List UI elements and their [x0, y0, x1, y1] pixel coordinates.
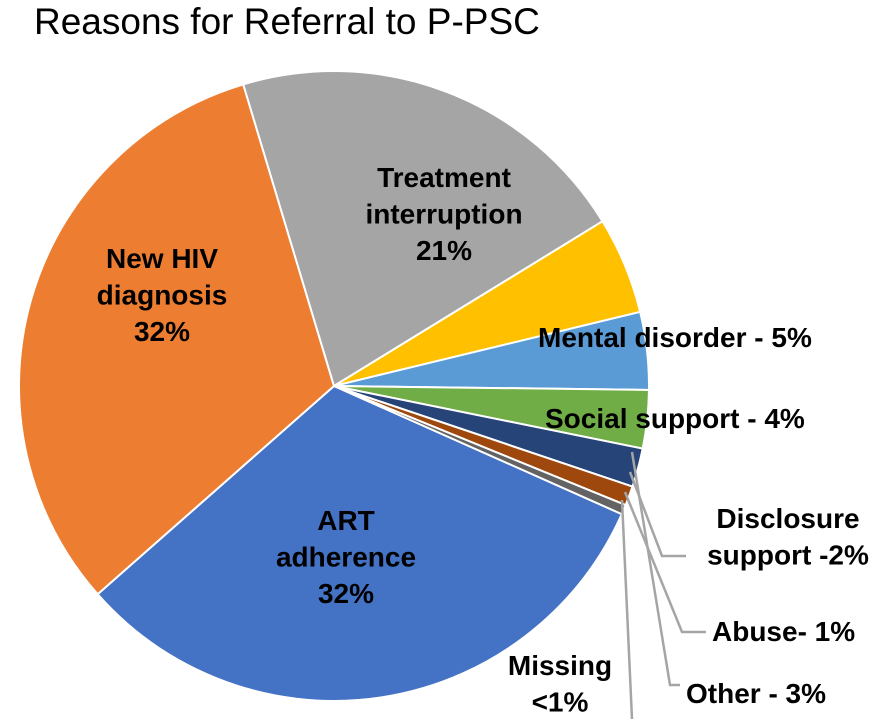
slice-label-8: Missing <1% [508, 650, 612, 717]
slice-label-4: Social support - 4% [545, 403, 805, 434]
slice-label-1: New HIV diagnosis 32% [97, 243, 228, 347]
leader-lines [620, 451, 706, 719]
slice-label-6: Disclosure support -2% [707, 503, 869, 570]
slice-label-5: Other - 3% [686, 678, 826, 709]
slice-label-2: Treatment interruption 21% [365, 162, 522, 266]
slice-labels: ART adherence 32% New HIV diagnosis 32% Treatm… [97, 162, 869, 717]
pie-slice-0 [96, 384, 624, 702]
chart-title: Reasons for Referral to P-PSC [34, 1, 540, 42]
leader-line-5 [630, 451, 680, 687]
pie-slices [18, 70, 650, 702]
leader-line-8 [620, 499, 634, 719]
slice-label-0: ART adherence 32% [276, 505, 416, 609]
pie-slice-1 [18, 83, 336, 596]
leader-line-6 [628, 471, 686, 558]
slice-label-3: Mental disorder - 5% [538, 322, 812, 353]
pie-slice-2 [241, 70, 604, 388]
leader-line-7 [623, 491, 706, 634]
slice-label-7: Abuse- 1% [712, 616, 855, 647]
